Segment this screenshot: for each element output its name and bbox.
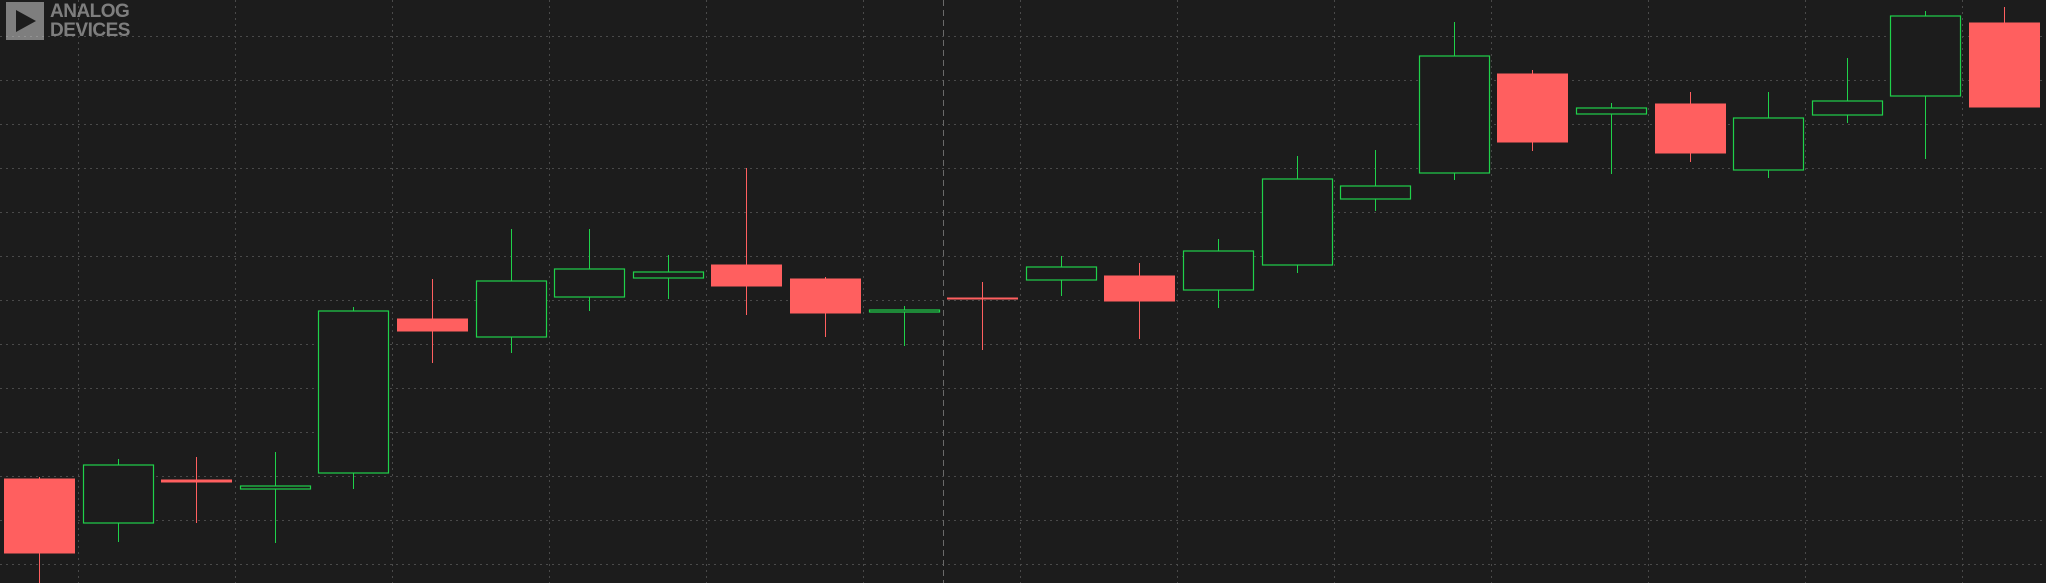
analog-devices-logo: ANALOG DEVICES xyxy=(6,2,130,40)
candle-body-up xyxy=(1575,107,1648,115)
candle-body-up xyxy=(1261,178,1334,266)
analog-devices-triangle-icon xyxy=(6,2,44,40)
logo-line-2: DEVICES xyxy=(50,20,130,41)
logo-line-1: ANALOG xyxy=(50,1,130,22)
candle-body-up xyxy=(82,464,155,524)
candle-body-down xyxy=(1497,73,1568,143)
candle-body-down xyxy=(947,297,1018,300)
candle-body-up xyxy=(1182,250,1255,291)
candle-body-up xyxy=(632,271,705,279)
candle-body-up xyxy=(1889,15,1962,97)
candle-body-down xyxy=(4,478,75,554)
candle-body-down xyxy=(1969,22,2040,108)
candle-body-down xyxy=(161,479,232,483)
candle-body-up xyxy=(553,268,626,298)
candle-body-up xyxy=(1418,55,1491,174)
candle-body-up xyxy=(317,310,390,474)
candle-body-up xyxy=(475,280,548,338)
candle-body-down xyxy=(711,264,782,287)
candle-body-down xyxy=(790,278,861,314)
candle-body-up xyxy=(1811,100,1884,116)
candle-body-down xyxy=(397,318,468,332)
candle-body-up xyxy=(1339,185,1412,200)
candle-body-down xyxy=(1104,275,1175,302)
logo-wordmark: ANALOG DEVICES xyxy=(50,2,130,40)
candle-body-up xyxy=(239,485,312,490)
candle-body-up xyxy=(1025,266,1098,281)
candle-body-up xyxy=(868,309,941,313)
candle-body-down xyxy=(1655,103,1726,154)
candle-body-up xyxy=(1732,117,1805,171)
